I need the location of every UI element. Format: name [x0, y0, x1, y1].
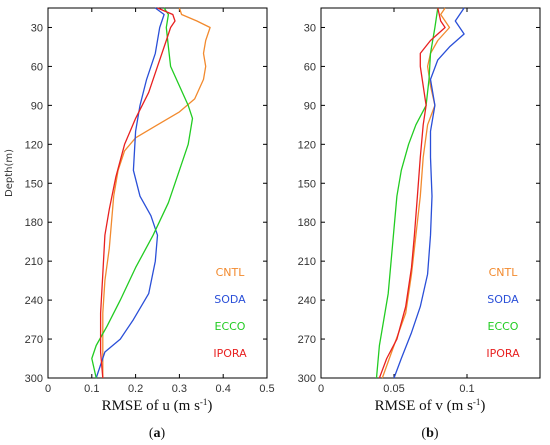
panel-a-x-axis-label: RMSE of u (m s-1) — [102, 397, 213, 414]
panel-a-legend: CNTL SODA ECCO IPORA — [213, 266, 247, 360]
panel-a-y-tick-label: 120 — [25, 139, 43, 151]
panel-b-series-ipora-line — [378, 7, 446, 379]
panel-a-y-tick-label: 180 — [25, 217, 43, 229]
panel-b-legend-ipora: IPORA — [486, 347, 520, 360]
panel-b-y-tick-label: 210 — [298, 256, 316, 268]
panel-a-x-tick-label: 0.1 — [84, 383, 99, 395]
panel-b-legend-cntl: CNTL — [489, 266, 519, 279]
panel-a-x-tick-label: 0.3 — [172, 383, 187, 395]
panel-b-y-tick-label: 30 — [304, 22, 316, 34]
panel-b-series-soda-line — [393, 7, 465, 379]
panel-b-y-tick-label: 90 — [304, 100, 316, 112]
panel-b-y-tick-label: 60 — [304, 61, 316, 73]
panel-a-y-tick-label: 150 — [25, 178, 43, 190]
panel-b-y-tick-label: 240 — [298, 295, 316, 307]
panel-b-x-axis-label: RMSE of v (m s-1) — [375, 397, 486, 414]
panel-a-y-tick-label: 240 — [25, 295, 43, 307]
panel-a-legend-ipora: IPORA — [213, 347, 247, 360]
panel-a-series-ipora-line — [99, 7, 176, 379]
panel-a-y-tick-label: 270 — [25, 334, 43, 346]
panel-b-y-tick-label: 300 — [298, 373, 316, 385]
panel-a-y-axis-label: Depth(m) — [4, 149, 15, 197]
panel-b-legend-ecco: ECCO — [488, 320, 519, 333]
panel-b-series-ecco-line — [375, 7, 439, 379]
panel-a-series-soda-line — [95, 7, 165, 379]
panel-b-series-cntl-line — [381, 7, 451, 379]
panel-b-tick-labels: 0 0.05 0.1 30 60 90 120 150 180 210 240 270 300 — [298, 22, 475, 395]
panel-a-plot: 0 0.1 0.2 0.3 0.4 0.5 30 60 90 120 150 180 210 240 270… — [4, 7, 275, 441]
panel-a-caption: (a) — [149, 426, 166, 441]
panel-a-series-ecco-line — [91, 7, 194, 379]
panel-a-tick-labels: 0 0.1 0.2 0.3 0.4 0.5 30 60 90 120 150 180 210 240 270… — [25, 22, 275, 395]
panel-b-y-tick-label: 270 — [298, 334, 316, 346]
panel-a-series-cntl-line — [102, 7, 211, 378]
panel-a-legend-ecco: ECCO — [215, 320, 246, 333]
panel-a-series-group — [91, 7, 211, 379]
panel-b-x-tick-label: 0 — [318, 383, 324, 395]
panel-b-series-group — [375, 7, 465, 379]
panel-a-y-tick-label: 90 — [31, 100, 43, 112]
panel-b-ticks — [320, 8, 540, 379]
panel-b-x-tick-label: 0.05 — [383, 383, 404, 395]
panel-b-y-tick-label: 150 — [298, 178, 316, 190]
panel-b-plot: 0 0.05 0.1 30 60 90 120 150 180 210 240 270 300 CNTL… — [298, 7, 541, 441]
panel-a-legend-cntl: CNTL — [216, 266, 246, 279]
panel-b-frame — [320, 7, 541, 379]
panel-a-y-tick-label: 30 — [31, 22, 43, 34]
panel-b-legend-soda: SODA — [487, 293, 519, 306]
panel-a-y-tick-label: 210 — [25, 256, 43, 268]
panel-a-legend-soda: SODA — [214, 293, 246, 306]
panel-a-x-tick-label: 0 — [45, 383, 51, 395]
panel-b-caption: (b) — [421, 426, 438, 441]
panel-b-y-tick-label: 180 — [298, 217, 316, 229]
panel-a-y-tick-label: 60 — [31, 61, 43, 73]
panel-b-legend: CNTL SODA ECCO IPORA — [486, 266, 520, 360]
panel-a-x-tick-label: 0.4 — [216, 383, 231, 395]
panel-a-y-tick-label: 300 — [25, 373, 43, 385]
panel-b-y-tick-label: 120 — [298, 139, 316, 151]
panel-a-ticks — [47, 8, 268, 379]
panel-b-x-tick-label: 0.1 — [459, 383, 474, 395]
panel-a-x-tick-label: 0.2 — [128, 383, 143, 395]
panel-a-x-tick-label: 0.5 — [259, 383, 274, 395]
